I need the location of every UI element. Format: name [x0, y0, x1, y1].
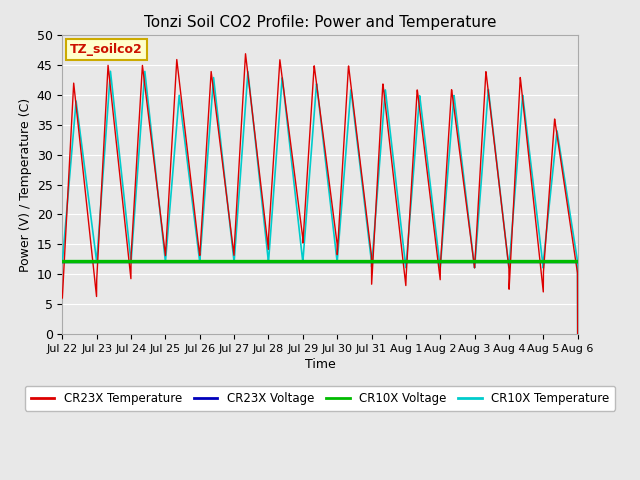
Legend: CR23X Temperature, CR23X Voltage, CR10X Voltage, CR10X Temperature: CR23X Temperature, CR23X Voltage, CR10X … [25, 386, 615, 411]
Text: TZ_soilco2: TZ_soilco2 [70, 43, 143, 56]
Y-axis label: Power (V) / Temperature (C): Power (V) / Temperature (C) [19, 97, 33, 272]
Title: Tonzi Soil CO2 Profile: Power and Temperature: Tonzi Soil CO2 Profile: Power and Temper… [144, 15, 496, 30]
X-axis label: Time: Time [305, 358, 335, 371]
